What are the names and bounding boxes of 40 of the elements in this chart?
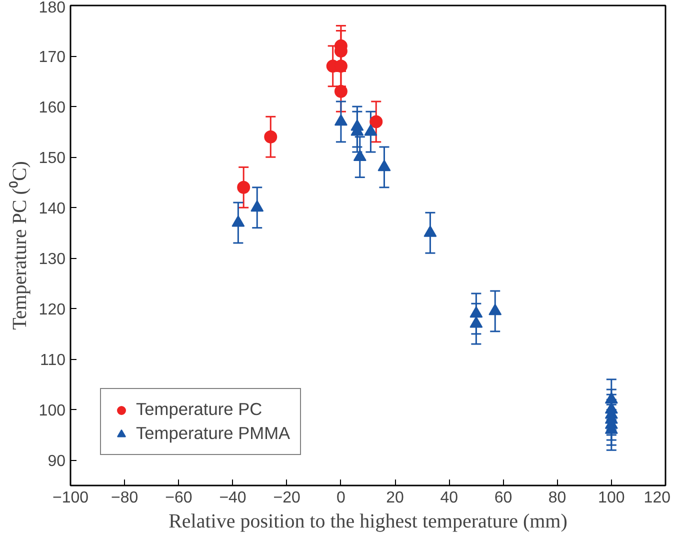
point xyxy=(334,114,348,126)
point xyxy=(232,215,245,227)
x-axis-title: Relative position to the highest temperature (mm) xyxy=(168,510,568,532)
point xyxy=(264,130,278,144)
y-tick-label: 130 xyxy=(38,251,66,268)
y-tick-label: 100 xyxy=(38,402,66,420)
y-tick-label: 180 xyxy=(38,0,66,16)
point xyxy=(370,115,383,128)
x-tick-label: 120 xyxy=(644,490,671,506)
legend-label: Temperature PMMA xyxy=(136,423,290,444)
x-tick-label: 60 xyxy=(494,490,512,506)
point xyxy=(470,306,483,318)
point xyxy=(364,124,378,136)
point xyxy=(488,304,502,316)
y-tick-label: 170 xyxy=(38,49,66,66)
x-tick-label: 20 xyxy=(386,490,404,506)
x-tick-label: 40 xyxy=(440,490,458,506)
y-tick-label: 160 xyxy=(38,100,66,117)
point xyxy=(353,150,366,162)
x-tick-label: −40 xyxy=(219,490,246,506)
y-tick-label: 150 xyxy=(38,150,66,168)
y-tick-label: 90 xyxy=(48,453,66,470)
point xyxy=(604,392,618,404)
point xyxy=(470,316,483,328)
x-tick-label: −20 xyxy=(273,490,301,506)
x-tick-label: −80 xyxy=(111,490,138,506)
point xyxy=(250,200,264,212)
y-tick-label: 110 xyxy=(40,352,66,370)
point xyxy=(424,225,437,237)
y-axis-title: Temperature PC (⁰C) xyxy=(8,161,31,330)
x-tick-label: −60 xyxy=(165,490,192,506)
x-tick-label: 100 xyxy=(598,490,625,506)
point xyxy=(237,180,250,194)
x-tick-label: 80 xyxy=(548,490,566,506)
y-tick-label: 140 xyxy=(38,200,66,218)
legend-label: Temperature PC xyxy=(136,399,262,420)
y-tick-label: 120 xyxy=(38,302,66,319)
x-tick-label: 0 xyxy=(336,490,346,506)
point xyxy=(378,160,391,172)
x-tick-label: −100 xyxy=(52,490,89,506)
